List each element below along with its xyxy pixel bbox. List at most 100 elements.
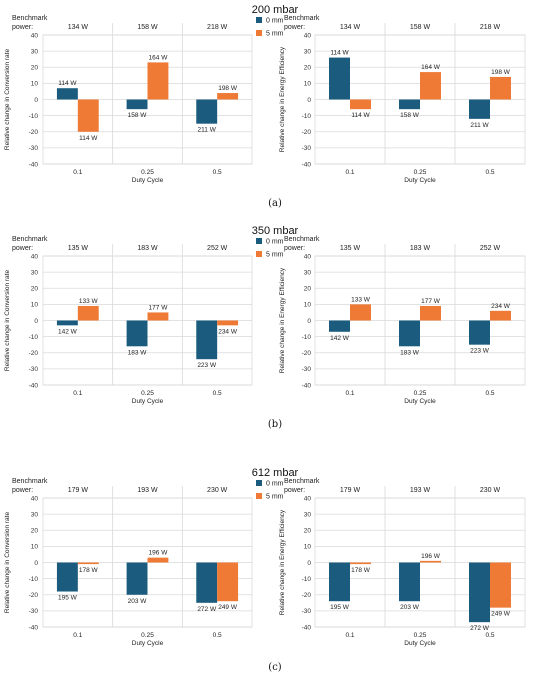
data-label: 249 W (218, 604, 238, 611)
y-tick-label: 20 (31, 65, 39, 72)
y-tick-label: -30 (302, 608, 312, 615)
plot-frame (314, 255, 526, 386)
bar-5mm (420, 72, 441, 100)
bar-0mm (126, 99, 148, 110)
y-tick-label: 10 (304, 81, 312, 88)
data-label: 223 W (470, 348, 490, 355)
bar-0mm (469, 320, 490, 345)
y-tick-label: 20 (31, 286, 39, 293)
benchmark-value: 134 W (340, 24, 361, 31)
y-tick-label: -20 (29, 350, 39, 357)
legend-label-0mm: 0 mm (266, 18, 284, 25)
data-label: 196 W (421, 553, 441, 560)
benchmark-value: 252 W (480, 245, 501, 252)
y-axis-label: Relative change in Energy Efficiency (279, 267, 286, 373)
bar-0mm (329, 562, 350, 602)
benchmark-value: 193 W (137, 487, 158, 494)
y-tick-label: 0 (34, 97, 38, 104)
y-tick-label: 10 (31, 544, 39, 551)
bar-0mm (56, 88, 78, 100)
y-tick-label: -20 (302, 592, 312, 599)
x-axis-label: Duty Cycle (404, 398, 436, 405)
data-label: 114 W (330, 50, 349, 57)
y-tick-label: 40 (304, 32, 312, 39)
bar-0mm (56, 562, 78, 592)
data-label: 177 W (421, 298, 441, 305)
bar-0mm (469, 562, 490, 623)
y-tick-label: 0 (307, 97, 311, 104)
y-tick-label: -10 (29, 334, 39, 341)
legend-swatch-0mm (256, 480, 262, 486)
benchmark-label: Benchmark (12, 236, 48, 243)
x-axis-label: Duty Cycle (132, 640, 164, 647)
y-axis-label: Relative change in Conversion rate (4, 512, 11, 614)
bar-5mm (420, 560, 441, 563)
benchmark-value: 230 W (480, 487, 501, 494)
y-tick-label: -20 (29, 129, 39, 136)
data-label: 178 W (79, 567, 99, 574)
bar-0mm (399, 562, 420, 602)
y-tick-label: -20 (29, 592, 39, 599)
plot-frame (42, 34, 253, 165)
benchmark-power-label: power: (12, 24, 33, 31)
y-tick-label: -40 (302, 624, 312, 631)
data-label: 142 W (330, 335, 350, 342)
y-tick-label: -30 (302, 366, 312, 373)
bar-5mm (490, 310, 511, 321)
data-label: 203 W (400, 604, 420, 611)
y-tick-label: 10 (304, 302, 312, 309)
legend-swatch-5mm (256, 493, 262, 499)
x-axis-label: Duty Cycle (132, 398, 164, 405)
y-tick-label: 10 (31, 81, 39, 88)
data-label: 198 W (218, 85, 238, 92)
data-label: 203 W (128, 598, 148, 605)
bar-0mm (329, 57, 350, 100)
x-tick-label: 0.25 (414, 390, 427, 397)
x-tick-label: 0.1 (73, 169, 82, 176)
y-tick-label: -30 (29, 145, 39, 152)
benchmark-value: 135 W (340, 245, 361, 252)
benchmark-value: 193 W (410, 487, 431, 494)
x-tick-label: 0.25 (141, 632, 154, 639)
bar-5mm (420, 305, 441, 321)
y-tick-label: -40 (29, 161, 39, 168)
benchmark-power-label: power: (284, 487, 305, 494)
bar-5mm (350, 304, 371, 321)
x-tick-label: 0.5 (485, 169, 494, 176)
benchmark-label: Benchmark (284, 236, 320, 243)
data-label: 114 W (58, 80, 77, 87)
y-tick-label: 30 (31, 269, 39, 276)
benchmark-power-label: power: (284, 24, 305, 31)
bar-0mm (196, 320, 218, 360)
legend-label-5mm: 5 mm (266, 494, 284, 501)
data-label: 158 W (400, 112, 420, 119)
panel-subcaption: (b) (268, 419, 282, 430)
y-tick-label: -30 (302, 145, 312, 152)
data-label: 158 W (128, 112, 148, 119)
benchmark-value: 158 W (137, 24, 158, 31)
data-label: 272 W (197, 606, 217, 613)
y-axis-label: Relative change in Energy Efficiency (279, 509, 286, 615)
y-tick-label: 20 (304, 65, 312, 72)
legend-swatch-0mm (256, 238, 262, 244)
data-label: 211 W (198, 127, 217, 134)
panel-subcaption: (a) (268, 198, 282, 209)
bar-5mm (350, 562, 371, 565)
y-axis-label: Relative change in Conversion rate (4, 49, 11, 151)
legend-swatch-5mm (256, 251, 262, 257)
y-tick-label: 40 (304, 495, 312, 502)
bar-0mm (399, 99, 420, 110)
x-tick-label: 0.1 (345, 632, 354, 639)
y-tick-label: 30 (304, 269, 312, 276)
y-tick-label: -40 (29, 624, 39, 631)
data-label: 178 W (351, 567, 371, 574)
y-tick-label: 0 (34, 560, 38, 567)
legend-label-5mm: 5 mm (266, 252, 284, 259)
bar-5mm (217, 320, 239, 326)
y-tick-label: -10 (29, 113, 39, 120)
data-label: 195 W (330, 604, 350, 611)
y-tick-label: 20 (304, 528, 312, 535)
bar-5mm (147, 557, 169, 563)
x-tick-label: 0.5 (213, 390, 222, 397)
benchmark-value: 230 W (207, 487, 228, 494)
